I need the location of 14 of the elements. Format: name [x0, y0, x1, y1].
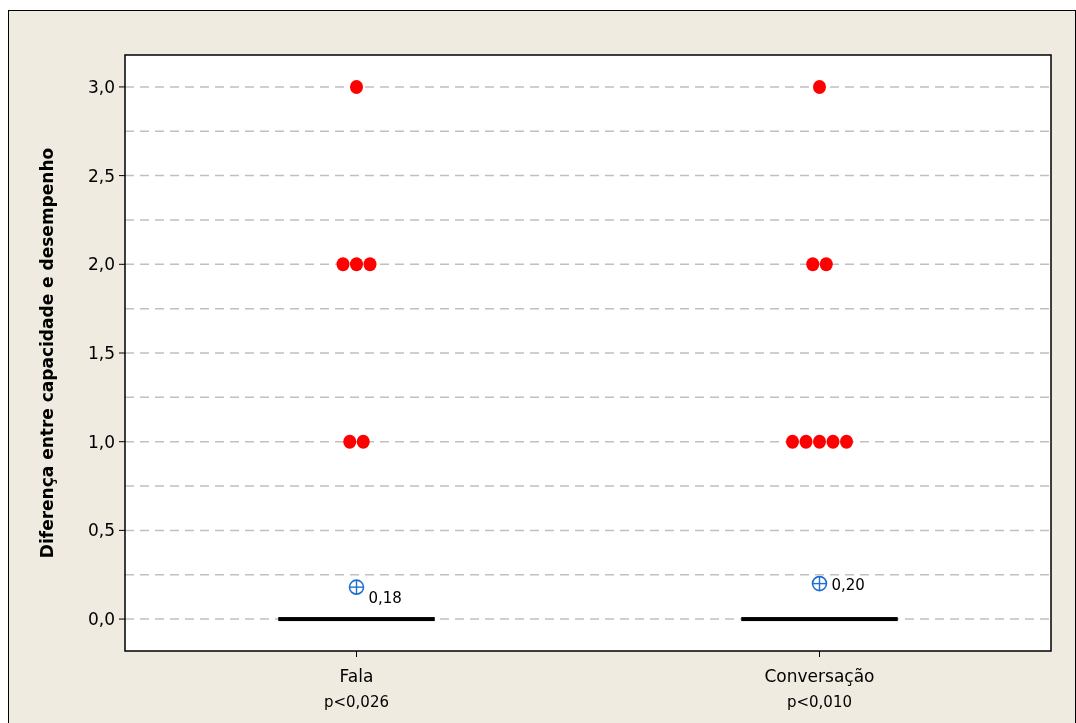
annotation: 0,18: [368, 589, 402, 608]
text: p<0,010: [786, 693, 853, 711]
x-tick-label: Conversação: [764, 666, 875, 686]
y-tick-label: 0,0: [87, 609, 115, 630]
annotation: 0,20: [831, 575, 865, 594]
y-tick-label: 1,5: [87, 342, 115, 363]
y-axis-title: Diferença entre capacidade e desempenho: [37, 147, 57, 559]
y-tick-label: 1,0: [87, 431, 115, 452]
text: p<0,026: [323, 693, 390, 711]
y-tick-label: 2,0: [87, 254, 115, 275]
y-tick-label: 3,0: [87, 76, 115, 97]
y-tick-label: 0,5: [87, 520, 115, 541]
x-tick-label: Fala: [339, 666, 374, 686]
y-tick-label: 2,5: [87, 165, 115, 186]
